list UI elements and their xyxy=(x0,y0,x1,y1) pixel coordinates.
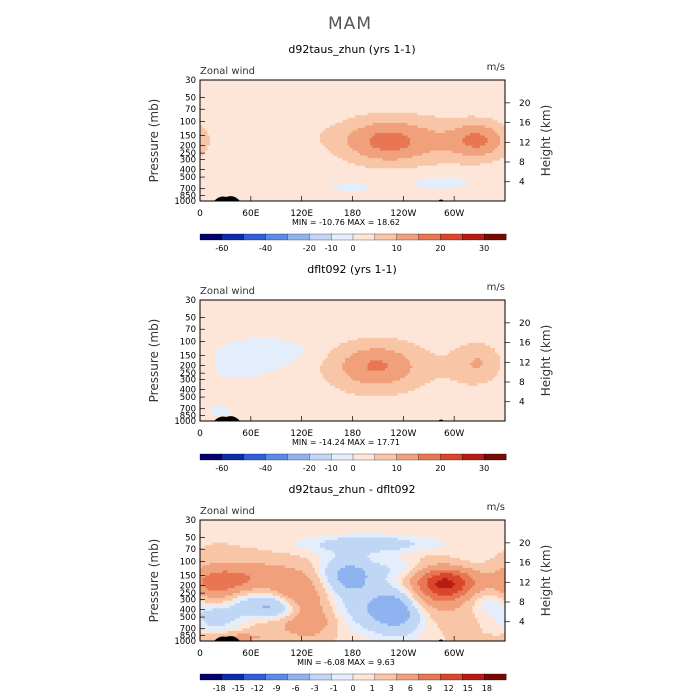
chart-panel-1: d92taus_zhun (yrs 1-1)Zonal wind m/s30507… xyxy=(147,43,553,253)
panel-title: d92taus_zhun (yrs 1-1) xyxy=(288,43,415,56)
left-label: Zonal wind xyxy=(200,66,255,77)
contour-field xyxy=(200,80,506,202)
figure: d92taus_zhun (yrs 1-1)Zonal wind m/s30507… xyxy=(0,0,700,700)
right-label: m/s xyxy=(487,62,505,73)
